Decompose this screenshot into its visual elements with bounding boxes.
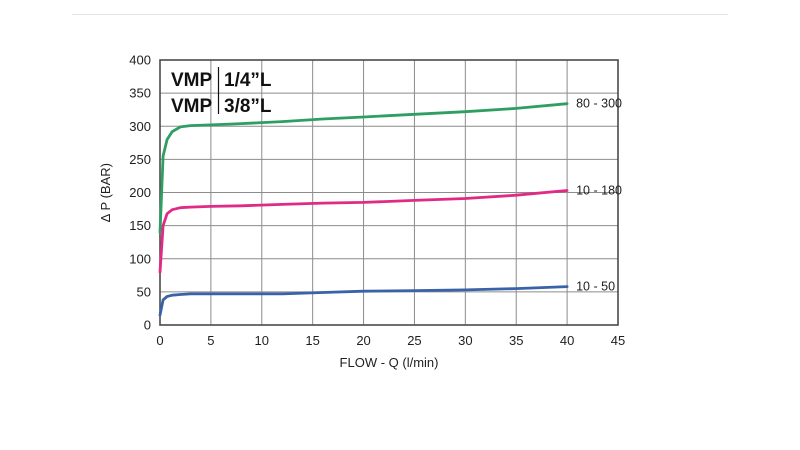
y-tick-label: 250 bbox=[129, 152, 151, 167]
y-tick-label: 50 bbox=[137, 284, 151, 299]
x-tick-label: 15 bbox=[305, 333, 319, 348]
series-curve bbox=[158, 189, 569, 274]
x-tick-label: 20 bbox=[356, 333, 370, 348]
x-tick-label: 30 bbox=[458, 333, 472, 348]
x-tick-label: 45 bbox=[611, 333, 625, 348]
x-tick-label: 10 bbox=[255, 333, 269, 348]
top-divider bbox=[72, 14, 728, 15]
model-annotation-size: 3/8”L bbox=[224, 96, 272, 117]
model-annotation-size: 1/4”L bbox=[224, 70, 272, 91]
x-tick-label: 0 bbox=[156, 333, 163, 348]
series-end-label: 10 - 180 bbox=[576, 184, 622, 198]
x-axis-title: FLOW - Q (l/min) bbox=[340, 355, 439, 370]
model-annotation-prefix: VMP bbox=[171, 70, 213, 91]
y-tick-label: 300 bbox=[129, 119, 151, 134]
x-tick-label: 25 bbox=[407, 333, 421, 348]
y-axis-title: ∆ P (BAR) bbox=[98, 163, 113, 222]
plot-border bbox=[159, 59, 619, 326]
series-end-label: 80 - 300 bbox=[576, 97, 622, 111]
model-annotation-prefix: VMP bbox=[171, 96, 213, 117]
y-tick-label: 200 bbox=[129, 185, 151, 200]
x-tick-label: 40 bbox=[560, 333, 574, 348]
y-tick-label: 400 bbox=[129, 53, 151, 68]
series-end-label: 10 - 50 bbox=[576, 280, 615, 294]
series-curve bbox=[158, 285, 569, 317]
y-tick-label: 150 bbox=[129, 218, 151, 233]
x-tick-label: 5 bbox=[207, 333, 214, 348]
x-tick-label: 35 bbox=[509, 333, 523, 348]
series-curve bbox=[158, 102, 569, 234]
y-tick-label: 0 bbox=[144, 318, 151, 333]
y-tick-label: 100 bbox=[129, 251, 151, 266]
y-tick-label: 350 bbox=[129, 86, 151, 101]
